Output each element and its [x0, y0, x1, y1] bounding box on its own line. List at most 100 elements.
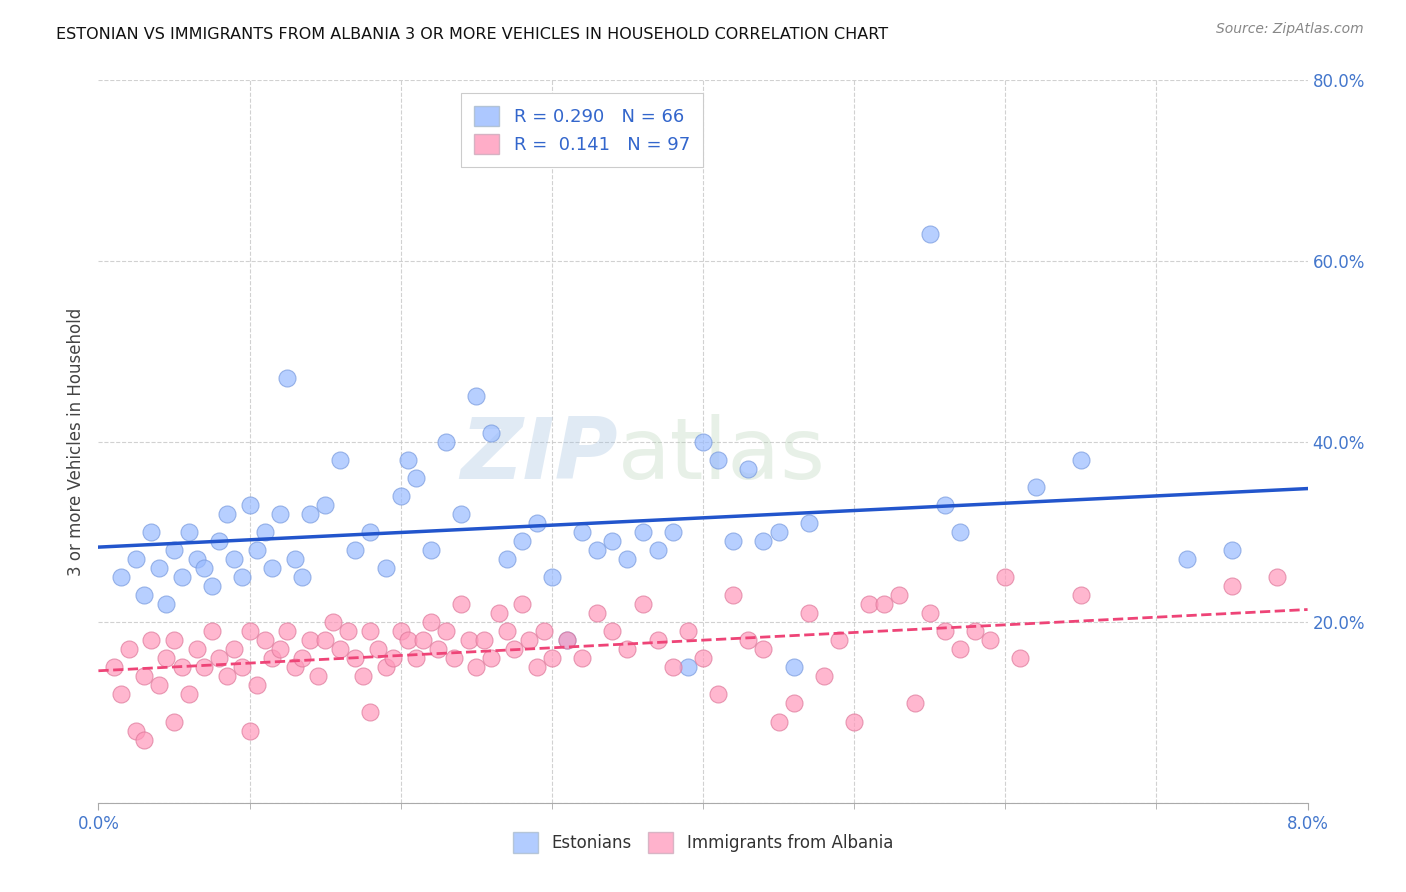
Point	[457, 633, 479, 648]
Point	[472, 633, 495, 648]
Point	[1267, 570, 1289, 584]
Point	[253, 524, 276, 539]
Text: ESTONIAN VS IMMIGRANTS FROM ALBANIA 3 OR MORE VEHICLES IN HOUSEHOLD CORRELATION : ESTONIAN VS IMMIGRANTS FROM ALBANIA 3 OR…	[56, 27, 889, 42]
Point	[858, 597, 880, 611]
Point	[631, 597, 654, 611]
Point	[616, 552, 638, 566]
Point	[1070, 588, 1092, 602]
Point	[517, 633, 540, 648]
Point	[526, 660, 548, 674]
Point	[314, 498, 336, 512]
Point	[299, 507, 322, 521]
Point	[276, 371, 298, 385]
Y-axis label: 3 or more Vehicles in Household: 3 or more Vehicles in Household	[66, 308, 84, 575]
Point	[540, 570, 562, 584]
Point	[1070, 452, 1092, 467]
Point	[889, 588, 911, 602]
Point	[148, 561, 170, 575]
Point	[179, 687, 201, 701]
Point	[752, 642, 775, 657]
Point	[707, 687, 730, 701]
Point	[510, 533, 533, 548]
Point	[186, 552, 208, 566]
Point	[170, 660, 193, 674]
Point	[602, 533, 624, 548]
Point	[360, 524, 382, 539]
Point	[231, 570, 253, 584]
Point	[374, 561, 396, 575]
Point	[201, 579, 224, 593]
Point	[1220, 579, 1243, 593]
Point	[994, 570, 1017, 584]
Point	[344, 651, 367, 665]
Point	[707, 452, 730, 467]
Point	[239, 723, 262, 738]
Point	[163, 714, 186, 729]
Point	[782, 660, 804, 674]
Point	[132, 588, 155, 602]
Point	[676, 660, 699, 674]
Point	[723, 588, 745, 602]
Point	[329, 642, 352, 657]
Point	[389, 624, 412, 639]
Point	[465, 389, 488, 403]
Point	[336, 624, 359, 639]
Point	[450, 507, 472, 521]
Point	[186, 642, 208, 657]
Point	[163, 633, 186, 648]
Point	[193, 660, 215, 674]
Point	[246, 542, 269, 557]
Point	[1024, 480, 1046, 494]
Point	[253, 633, 276, 648]
Point	[179, 524, 201, 539]
Point	[367, 642, 389, 657]
Point	[314, 633, 336, 648]
Point	[495, 624, 517, 639]
Point	[239, 498, 262, 512]
Point	[555, 633, 578, 648]
Point	[526, 516, 548, 530]
Point	[797, 516, 820, 530]
Point	[246, 678, 269, 692]
Point	[239, 624, 262, 639]
Point	[965, 624, 987, 639]
Point	[918, 227, 941, 241]
Point	[533, 624, 555, 639]
Point	[481, 651, 503, 665]
Point	[510, 597, 533, 611]
Point	[269, 642, 291, 657]
Point	[396, 633, 419, 648]
Point	[276, 624, 298, 639]
Point	[262, 561, 284, 575]
Point	[586, 542, 609, 557]
Point	[934, 624, 956, 639]
Point	[692, 651, 714, 665]
Point	[904, 697, 927, 711]
Point	[284, 552, 307, 566]
Point	[692, 434, 714, 449]
Point	[360, 624, 382, 639]
Point	[141, 524, 163, 539]
Point	[450, 597, 472, 611]
Point	[405, 651, 427, 665]
Point	[586, 606, 609, 620]
Point	[224, 642, 246, 657]
Point	[132, 669, 155, 683]
Point	[193, 561, 215, 575]
Point	[125, 552, 148, 566]
Point	[1010, 651, 1032, 665]
Text: atlas: atlas	[619, 415, 827, 498]
Point	[141, 633, 163, 648]
Point	[782, 697, 804, 711]
Point	[661, 660, 683, 674]
Point	[291, 651, 314, 665]
Point	[488, 606, 510, 620]
Point	[420, 542, 443, 557]
Point	[307, 669, 329, 683]
Point	[420, 615, 443, 630]
Point	[224, 552, 246, 566]
Point	[110, 570, 132, 584]
Point	[405, 471, 427, 485]
Point	[443, 651, 465, 665]
Point	[737, 461, 759, 475]
